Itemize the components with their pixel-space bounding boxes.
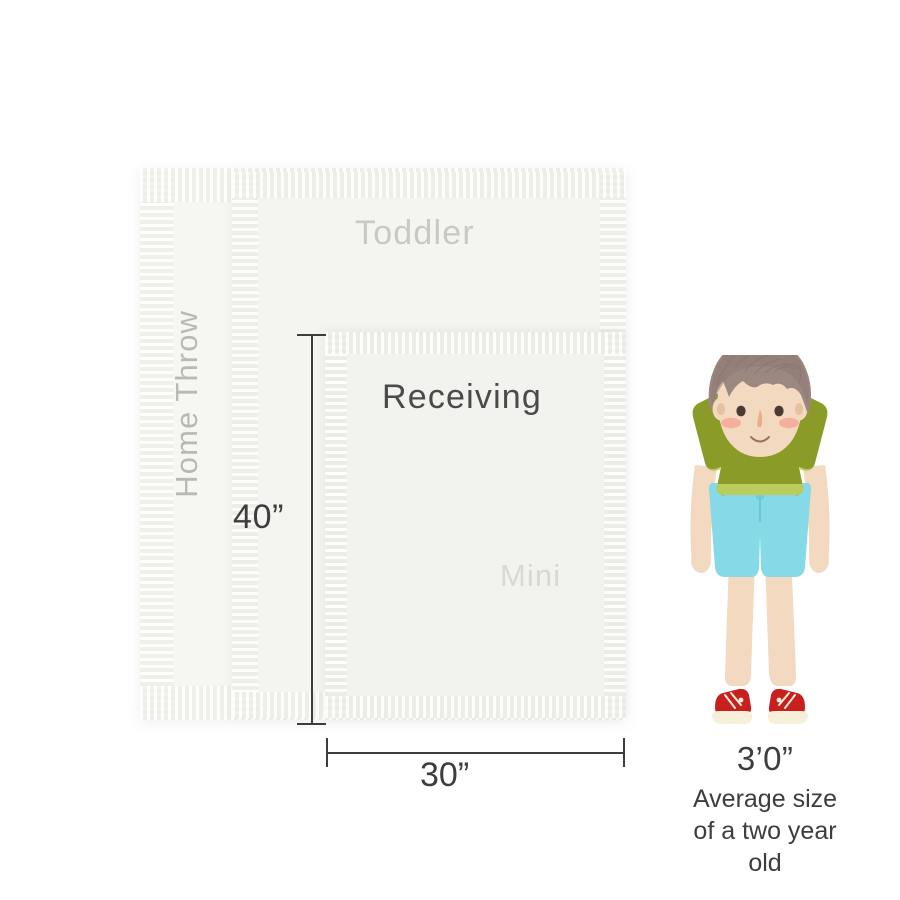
blanket-weave-edge-left <box>232 172 258 718</box>
child-height-label: 3’0” <box>736 740 794 777</box>
child-illustration-icon <box>665 355 855 745</box>
blanket-label-home-throw: Home Throw <box>169 310 204 498</box>
blanket-weave-edge-top <box>232 172 626 198</box>
blanket-label-mini: Mini <box>500 558 562 593</box>
dimension-value-width: 30” <box>420 756 470 794</box>
blanket-label-toddler: Toddler <box>355 214 475 252</box>
dimension-cap-right <box>623 738 625 767</box>
dimension-cap-bottom <box>297 723 326 725</box>
dimension-value-height: 40” <box>233 498 285 536</box>
blanket-weave-edge-right <box>604 332 626 718</box>
dimension-cap-left <box>326 738 328 767</box>
child-caption: 3’0” Average size of a two year old <box>640 740 890 879</box>
blanket-weave-edge-top <box>325 332 626 354</box>
blanket-weave-edge-left <box>140 168 174 720</box>
blanket-receiving <box>325 332 626 718</box>
dimension-line-vertical <box>311 334 313 725</box>
dimension-cap-top <box>297 334 326 336</box>
blanket-label-receiving: Receiving <box>382 378 543 416</box>
blanket-weave-edge-bottom <box>325 696 626 718</box>
dimension-line-horizontal <box>326 752 625 754</box>
child-description-label: Average size of a two year old <box>692 784 838 877</box>
blanket-weave-edge-left <box>325 332 347 718</box>
